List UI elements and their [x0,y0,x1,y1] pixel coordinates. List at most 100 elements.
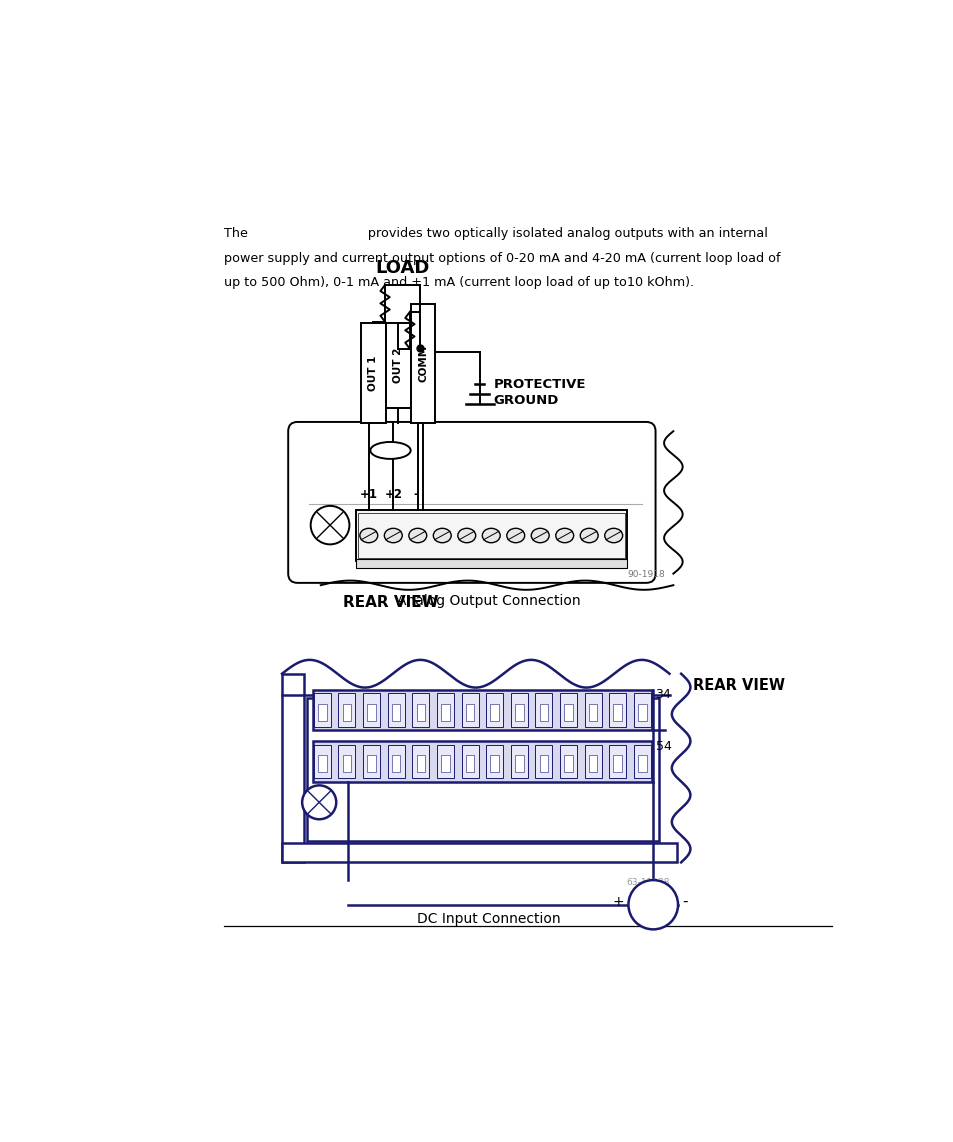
Bar [357,513,624,558]
Bar [584,745,601,779]
Bar [314,745,331,779]
Bar [633,745,650,779]
Bar [355,510,626,561]
Bar [387,745,404,779]
Ellipse shape [579,529,598,542]
Bar [535,745,552,779]
Bar [638,703,646,721]
Text: OUT 2: OUT 2 [393,348,403,384]
Bar [486,693,502,726]
Ellipse shape [506,529,524,542]
Bar [367,755,375,772]
Bar [510,745,527,779]
Ellipse shape [359,529,377,542]
Circle shape [302,786,335,819]
Bar [342,703,351,721]
Bar [392,703,400,721]
Bar [338,693,355,726]
Text: +1: +1 [359,489,377,501]
Bar [461,693,478,726]
Bar [360,323,385,424]
Bar [609,745,625,779]
Bar [363,693,379,726]
Ellipse shape [409,529,426,542]
Bar [490,755,498,772]
Text: +: + [612,894,623,909]
Bar [355,558,626,569]
Bar [363,745,379,779]
Bar [510,693,527,726]
Text: power supply and current output options of 0-20 mA and 4-20 mA (current loop loa: power supply and current output options … [224,251,780,265]
Bar [436,693,454,726]
Bar [436,745,454,779]
Text: The                              provides two optically isolated analog outputs : The provides two optically isolated anal… [224,227,767,240]
Bar [416,755,425,772]
Text: OUT 1: OUT 1 [368,356,378,391]
Bar [367,703,375,721]
Bar [539,703,548,721]
Bar [387,693,404,726]
Ellipse shape [556,529,573,542]
Bar [515,755,523,772]
Text: -: - [414,489,418,501]
Bar [314,693,331,726]
Bar [412,693,429,726]
Bar [317,703,326,721]
Bar [313,690,651,730]
Bar [613,703,621,721]
Bar [461,745,478,779]
Ellipse shape [482,529,499,542]
Text: 54: 54 [655,740,671,753]
Bar [559,693,577,726]
Bar [563,703,572,721]
Bar [539,755,548,772]
Text: REAR VIEW: REAR VIEW [342,595,437,610]
Bar [465,755,474,772]
Text: DC Input Connection: DC Input Connection [416,912,560,926]
Bar [584,693,601,726]
Ellipse shape [604,529,622,542]
Bar [416,703,425,721]
Ellipse shape [370,442,410,459]
Bar [342,755,351,772]
Text: 63-11038: 63-11038 [625,878,669,887]
Circle shape [311,506,349,545]
Bar [392,755,400,772]
Text: LOAD: LOAD [375,259,429,278]
Bar [638,755,646,772]
Bar [515,703,523,721]
Ellipse shape [457,529,476,542]
Text: 34: 34 [655,689,671,701]
Bar [609,693,625,726]
Text: Analog Output Connection: Analog Output Connection [396,595,580,609]
Bar [307,699,659,841]
Bar [535,693,552,726]
Bar [633,693,650,726]
FancyBboxPatch shape [288,421,655,582]
Bar [490,703,498,721]
Bar [412,745,429,779]
Ellipse shape [384,529,402,542]
Bar [613,755,621,772]
Bar [440,755,449,772]
Text: PROTECTIVE
GROUND: PROTECTIVE GROUND [493,378,585,408]
Circle shape [628,880,678,930]
Ellipse shape [531,529,549,542]
Bar [385,323,410,408]
Bar [559,745,577,779]
Bar [563,755,572,772]
Text: VDC: VDC [639,899,667,911]
Text: COMM: COMM [417,345,428,383]
Bar [338,745,355,779]
Bar [282,674,303,862]
Bar [313,741,651,781]
Bar [486,745,502,779]
Text: +2: +2 [384,489,402,501]
Bar [588,703,597,721]
Bar [465,703,474,721]
Text: 90-1918: 90-1918 [627,571,665,579]
Ellipse shape [433,529,451,542]
Bar [440,703,449,721]
Bar [410,304,435,424]
Text: -: - [682,894,687,909]
